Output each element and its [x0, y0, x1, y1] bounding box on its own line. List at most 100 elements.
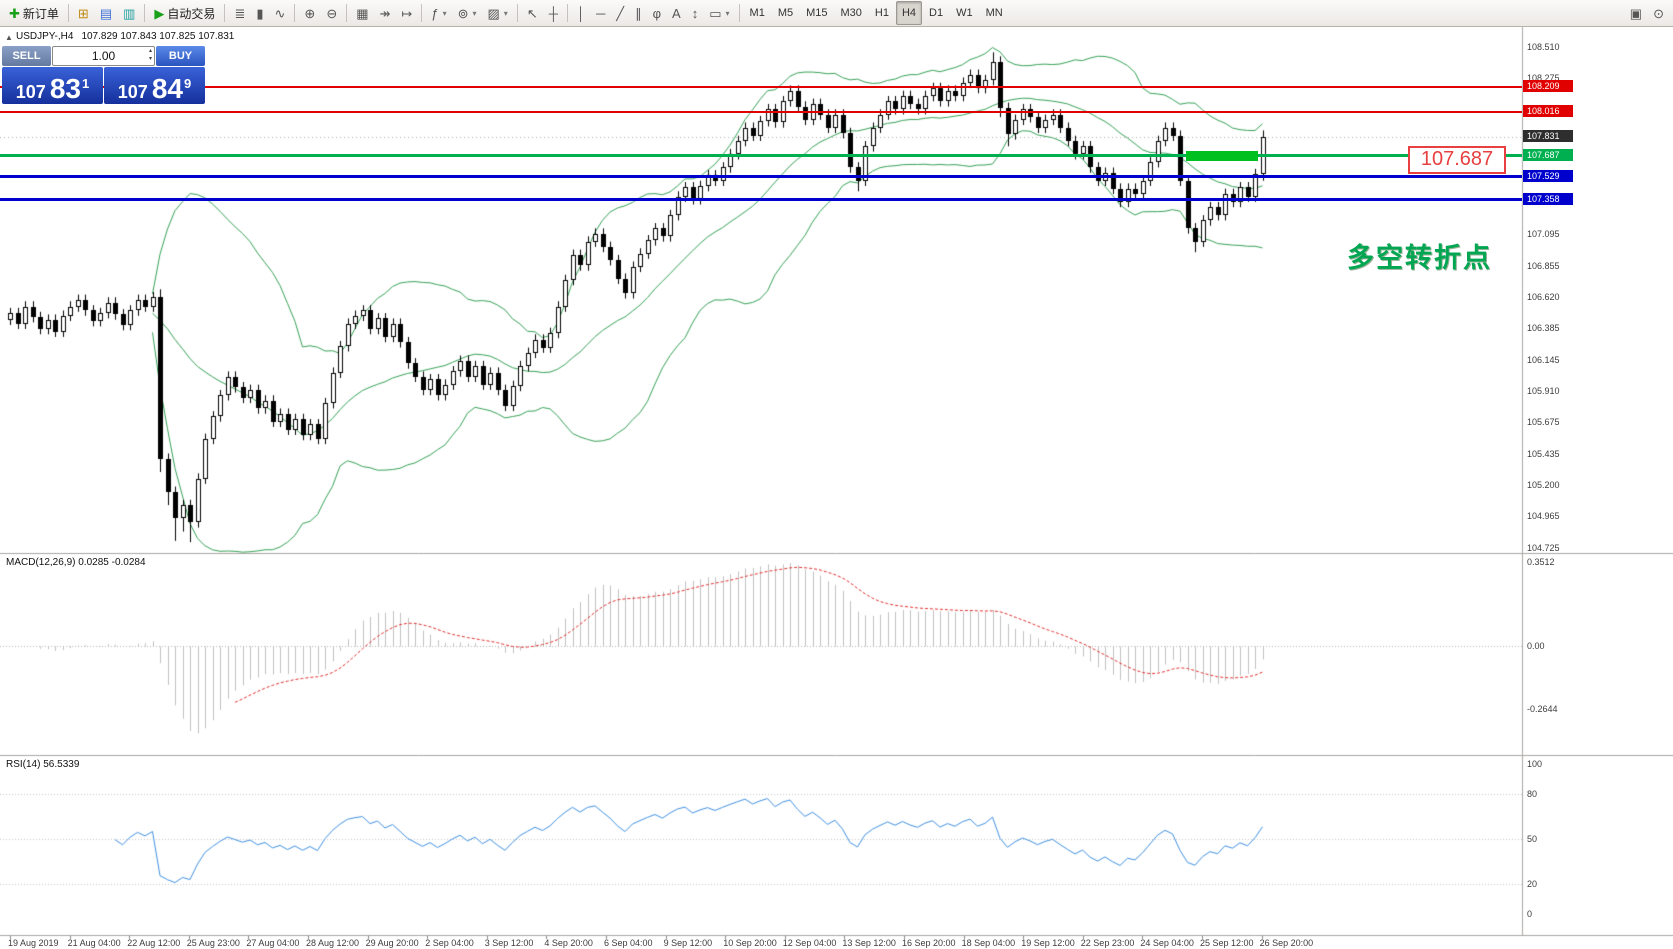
bar-chart-button[interactable]: ≣: [229, 1, 250, 25]
shapes-dropdown-icon: ▾: [725, 8, 730, 18]
pivot-annotation-text[interactable]: 多空转折点: [1347, 243, 1492, 273]
timeframe-m15-button[interactable]: M15: [806, 7, 828, 19]
timeframe-m1-button[interactable]: M1: [749, 7, 765, 19]
volume-value: 1.00: [91, 49, 116, 63]
support-upper-line[interactable]: [0, 175, 1522, 179]
rsi-scale-tick: 0: [1527, 909, 1533, 919]
timeframe-mn-button[interactable]: MN: [985, 7, 1003, 19]
time-axis-label: 22 Aug 12:00: [127, 938, 181, 948]
terminal-button[interactable]: ▥: [118, 1, 140, 25]
chart-symbol-header: USDJPY-,H4 107.829 107.843 107.825 107.83…: [16, 31, 234, 42]
new-order-button[interactable]: ✚ 新订单: [4, 1, 64, 25]
auto-scroll-button[interactable]: ↠: [375, 1, 396, 25]
resistance-upper-line[interactable]: [0, 85, 1522, 88]
time-axis-label: 12 Sep 04:00: [782, 938, 837, 948]
trade-panel-toggle[interactable]: ▲: [5, 33, 13, 42]
time-axis-label: 26 Sep 20:00: [1259, 938, 1314, 948]
ask-big: 84: [151, 73, 183, 105]
timeframe-h4-button[interactable]: H4: [895, 1, 923, 25]
auto-scroll-icon: ↠: [379, 5, 391, 21]
pivot-line[interactable]: [0, 154, 1522, 158]
time-axis-label: 28 Aug 12:00: [306, 938, 360, 948]
time-axis-label: 24 Sep 04:00: [1140, 938, 1194, 948]
main-toolbar: ✚ 新订单 ⊞ ▤ ▥ ▶ 自动交易 ≣ ▮ ∿ ⊕ ⊖ ▦ ↠ ↦ ƒ ▾ ⊚ ▾ ▨ ▾ ↖ ┼ │ ─ ╱ ∥ φ A ↕ ▭ ▾ M1 M…: [0, 0, 1673, 27]
bar-chart-icon: ≣: [234, 5, 246, 21]
spinner-up-icon[interactable]: ▴: [148, 48, 152, 54]
timeframe-h1-button[interactable]: H1: [874, 7, 889, 19]
sell-button[interactable]: SELL: [2, 46, 51, 66]
equidistant-channel-button[interactable]: ∥: [630, 1, 647, 25]
chart-shift-button[interactable]: ↦: [396, 1, 417, 25]
price-tick: 108.510: [1527, 42, 1560, 52]
new-order-icon: ✚: [9, 5, 20, 21]
pivot-price-badge: 107.687: [1523, 148, 1573, 161]
timeframe-m30-button[interactable]: M30: [840, 7, 862, 19]
pivot-highlight-zone[interactable]: [1186, 150, 1258, 161]
buy-button[interactable]: BUY: [156, 46, 205, 66]
zoom-in-button[interactable]: ⊕: [299, 1, 320, 25]
spinner-down-icon[interactable]: ▾: [148, 55, 152, 62]
fibonacci-button[interactable]: φ: [648, 1, 666, 25]
toolbar-separator: [67, 4, 69, 22]
time-axis-label: 21 Aug 04:00: [67, 938, 121, 948]
cursor-icon: ↖: [526, 5, 538, 21]
tile-windows-icon: ▦: [356, 5, 369, 21]
zoom-out-button[interactable]: ⊖: [321, 1, 342, 25]
shapes-icon: ▭: [709, 5, 722, 21]
volume-spinner[interactable]: ▴ ▾: [149, 48, 152, 64]
macd-scale-tick: -0.2644: [1527, 704, 1558, 715]
ask-price-display[interactable]: 107 84 9: [104, 67, 205, 104]
autotrading-label: 自动交易: [167, 6, 216, 21]
volume-input[interactable]: 1.00 ▴ ▾: [52, 46, 155, 66]
resistance-lower-line[interactable]: [0, 111, 1522, 114]
layout-icon: ▣: [1629, 5, 1643, 21]
support-upper-price-badge: 107.529: [1523, 169, 1573, 182]
text-button[interactable]: A: [667, 1, 686, 25]
templates-button[interactable]: ▨ ▾: [483, 1, 513, 25]
shapes-button[interactable]: ▭ ▾: [704, 1, 734, 25]
time-axis-label: 2 Sep 04:00: [425, 938, 474, 948]
trendline-icon: ╱: [616, 5, 625, 21]
indicators-button[interactable]: ƒ ▾: [426, 1, 451, 25]
navigator-button[interactable]: ▤: [95, 1, 117, 25]
timeframe-w1-button[interactable]: W1: [956, 7, 973, 19]
new-order-label: 新订单: [22, 6, 59, 21]
market-watch-button[interactable]: ⊞: [73, 1, 94, 25]
templates-dropdown-icon: ▾: [503, 8, 508, 18]
search-icon: ⊙: [1653, 5, 1664, 21]
horizontal-line-button[interactable]: ─: [591, 1, 610, 25]
autotrading-button[interactable]: ▶ 自动交易: [149, 1, 220, 25]
crosshair-button[interactable]: ┼: [544, 1, 563, 25]
rsi-scale-tick: 80: [1527, 789, 1538, 799]
bid-price-display[interactable]: 107 83 1: [2, 67, 103, 104]
support-lower-line[interactable]: [0, 198, 1522, 202]
price-tick: 105.910: [1527, 386, 1560, 397]
toolbar-separator: [224, 4, 226, 22]
layout-button[interactable]: ▣: [1625, 1, 1647, 25]
bid-big: 83: [49, 73, 81, 105]
price-tick: 107.095: [1527, 229, 1560, 240]
ask-sup: 9: [183, 76, 192, 91]
timeframe-m5-button[interactable]: M5: [777, 7, 794, 19]
rsi-scale-tick: 50: [1527, 834, 1538, 844]
price-annotation-box[interactable]: 107.687: [1408, 145, 1506, 174]
toolbar-separator: [346, 4, 348, 22]
cursor-button[interactable]: ↖: [522, 1, 543, 25]
trendline-button[interactable]: ╱: [611, 1, 629, 25]
fibonacci-icon: φ: [652, 5, 662, 21]
timeframe-d1-button[interactable]: D1: [929, 7, 944, 19]
periods-button[interactable]: ⊚ ▾: [453, 1, 482, 25]
vertical-line-icon: │: [576, 5, 586, 21]
autotrading-icon: ▶: [154, 5, 165, 21]
templates-icon: ▨: [487, 5, 500, 21]
one-click-trading-panel: SELL 1.00 ▴ ▾ BUY 107 83 1 107 84 9: [2, 46, 205, 104]
price-tick: 106.385: [1527, 323, 1560, 334]
tile-windows-button[interactable]: ▦: [351, 1, 373, 25]
ask-main: 107: [117, 82, 148, 102]
search-button[interactable]: ⊙: [1648, 1, 1669, 25]
candlestick-chart-button[interactable]: ▮: [251, 1, 268, 25]
arrows-button[interactable]: ↕: [687, 1, 704, 25]
line-chart-button[interactable]: ∿: [270, 1, 291, 25]
vertical-line-button[interactable]: │: [572, 1, 590, 25]
